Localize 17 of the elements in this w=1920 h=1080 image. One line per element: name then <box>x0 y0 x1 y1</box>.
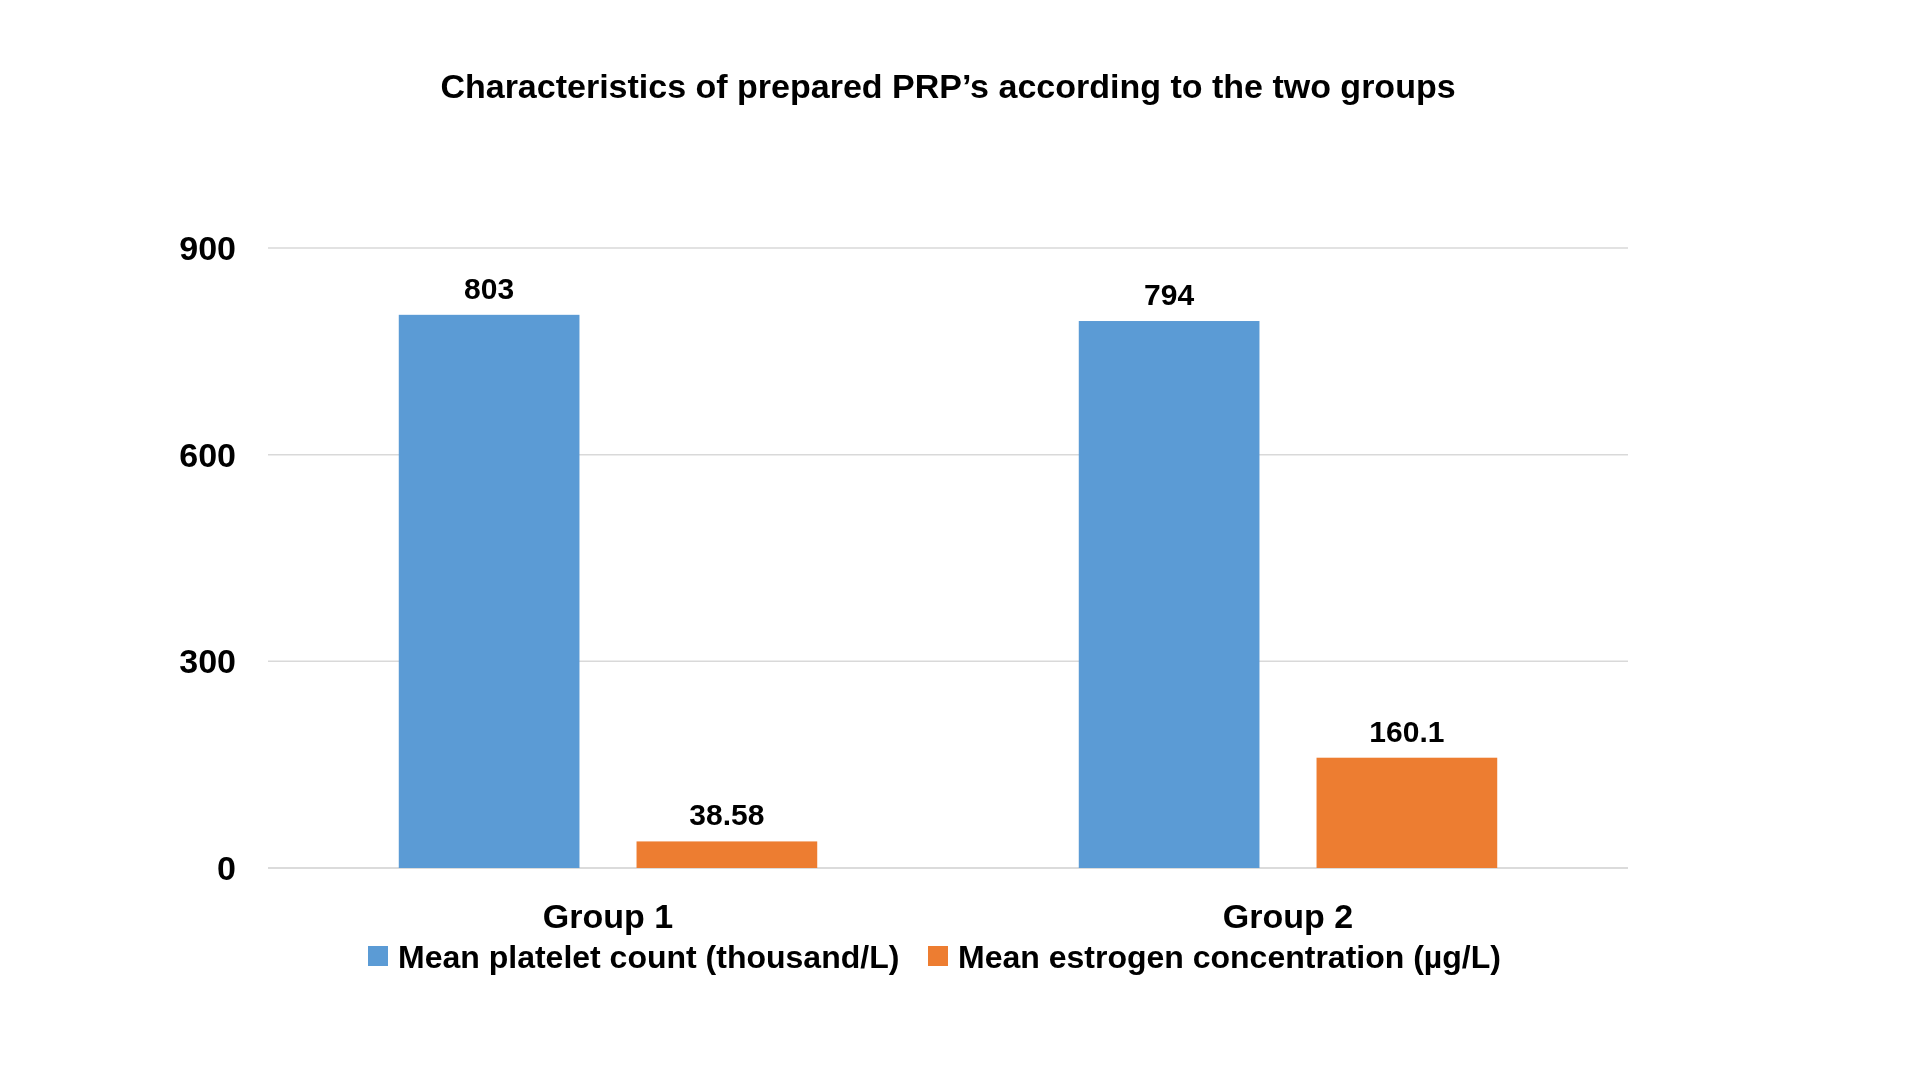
y-tick-label: 900 <box>179 229 236 267</box>
y-tick-label: 600 <box>179 435 236 474</box>
bar <box>1316 757 1498 868</box>
x-tick-label: Group 2 <box>1222 897 1354 935</box>
data-label: 38.58 <box>689 798 765 832</box>
data-label: 160.1 <box>1369 714 1445 748</box>
bar <box>398 314 580 868</box>
data-label: 794 <box>1144 278 1195 312</box>
data-label: 803 <box>464 271 515 305</box>
x-tick-label: Group 1 <box>542 897 674 935</box>
chart-title: Characteristics of prepared PRP’s according to the two groups <box>440 67 1456 105</box>
bar <box>636 841 818 868</box>
legend-label: Mean platelet count (thousand/L) <box>398 939 900 975</box>
y-tick-label: 0 <box>217 849 236 887</box>
bar <box>1078 321 1260 868</box>
legend-label: Mean estrogen concentration (µg/L) <box>958 939 1501 975</box>
y-tick-label: 300 <box>179 642 236 681</box>
